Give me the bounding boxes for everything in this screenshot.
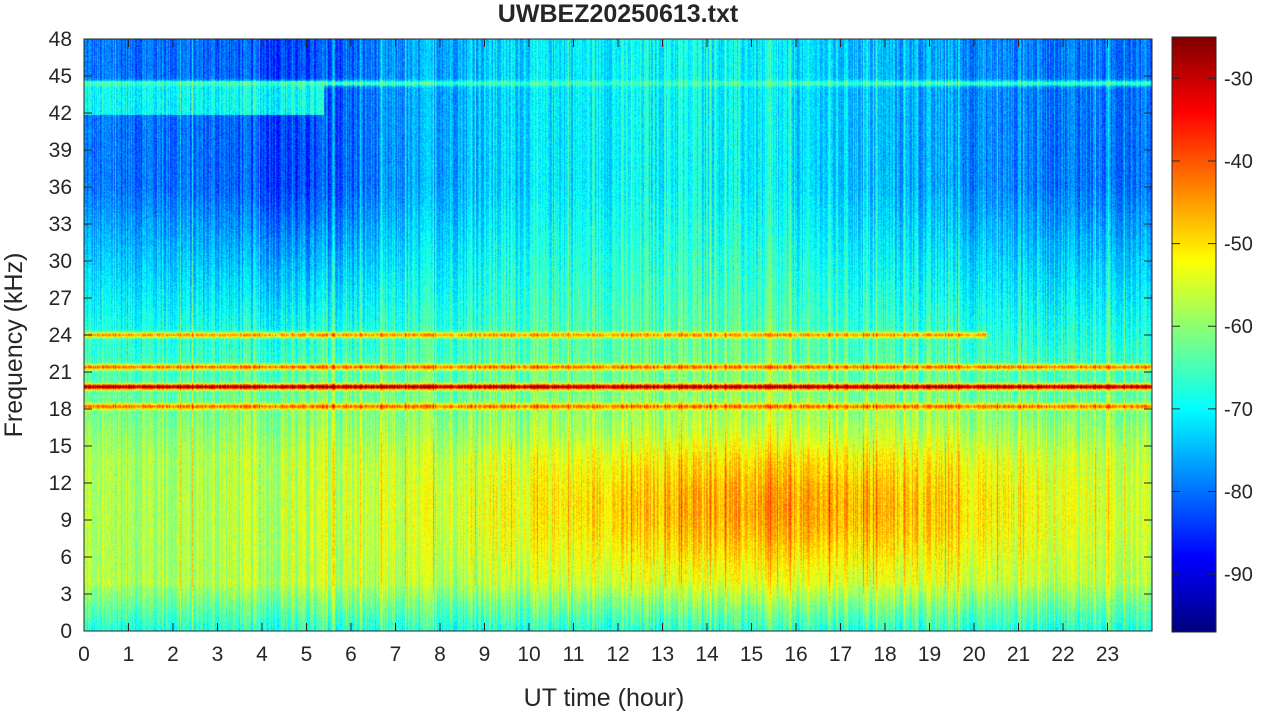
- x-tick-label: 5: [301, 643, 313, 666]
- x-tick-label: 23: [1096, 643, 1119, 666]
- x-tick-label: 3: [212, 643, 224, 666]
- x-tick-label: 18: [873, 643, 896, 666]
- x-tick-label: 9: [479, 643, 491, 666]
- x-tick-label: 22: [1051, 643, 1074, 666]
- y-tick-label: 27: [49, 287, 72, 310]
- x-tick-label: 20: [962, 643, 985, 666]
- colorbar-tick-label: -70: [1224, 399, 1253, 421]
- y-tick-label: 30: [49, 250, 72, 273]
- colorbar: -90 -80 -70 -60 -50 -40 -30: [1171, 36, 1253, 633]
- colorbar-frame: [1171, 36, 1217, 633]
- x-tick-label: 1: [123, 643, 135, 666]
- x-tick-label: 10: [517, 643, 540, 666]
- y-tick-label: 45: [49, 65, 72, 88]
- y-tick-label: 39: [49, 139, 72, 162]
- y-tick-label: 42: [49, 102, 72, 125]
- x-tick-label: 16: [784, 643, 807, 666]
- y-tick-label: 3: [60, 583, 72, 606]
- x-tick-label: 12: [606, 643, 629, 666]
- x-tick-label: 17: [829, 643, 852, 666]
- x-tick-label: 4: [256, 643, 268, 666]
- y-tick-label: 0: [60, 620, 72, 643]
- y-tick-label: 15: [49, 435, 72, 458]
- y-tick-label: 21: [49, 361, 72, 384]
- x-tick-label: 21: [1007, 643, 1030, 666]
- y-tick-label: 6: [60, 546, 72, 569]
- x-axis: 0 1 2 3 4 5 6 7 8 9 10 11 12 13 14 15 16 17 18 19 20 21 22 23: [78, 39, 1119, 666]
- chart-title: UWBEZ20250613.txt: [498, 0, 739, 28]
- colorbar-tick-label: -30: [1224, 68, 1253, 90]
- y-axis-title: Frequency (kHz): [0, 253, 28, 438]
- y-tick-label: 18: [49, 398, 72, 421]
- x-tick-label: 13: [651, 643, 674, 666]
- y-tick-label: 33: [49, 213, 72, 236]
- colorbar-tick-label: -60: [1224, 316, 1253, 338]
- colorbar-gradient: [1172, 37, 1216, 632]
- y-tick-label: 48: [49, 28, 72, 51]
- x-tick-label: 0: [78, 643, 90, 666]
- x-tick-label: 6: [345, 643, 357, 666]
- y-tick-label: 24: [49, 324, 73, 347]
- colorbar-tick-label: -40: [1224, 151, 1253, 173]
- x-tick-label: 7: [390, 643, 402, 666]
- x-tick-label: 19: [918, 643, 941, 666]
- colorbar-tick-label: -80: [1224, 482, 1253, 504]
- x-tick-label: 15: [740, 643, 763, 666]
- spectrogram-plot-area: [83, 38, 1153, 632]
- y-tick-label: 36: [49, 176, 72, 199]
- x-axis-title: UT time (hour): [524, 684, 685, 712]
- x-tick-label: 11: [563, 643, 585, 666]
- spectrogram-heatmap: [84, 39, 1152, 631]
- x-tick-label: 14: [695, 643, 719, 666]
- x-tick-label: 8: [434, 643, 446, 666]
- colorbar-tick-label: -50: [1224, 234, 1253, 256]
- x-tick-label: 2: [167, 643, 179, 666]
- y-tick-label: 9: [60, 509, 72, 532]
- y-tick-label: 12: [49, 472, 72, 495]
- colorbar-ticks: -90 -80 -70 -60 -50 -40 -30: [1172, 68, 1253, 586]
- colorbar-tick-label: -90: [1224, 564, 1253, 586]
